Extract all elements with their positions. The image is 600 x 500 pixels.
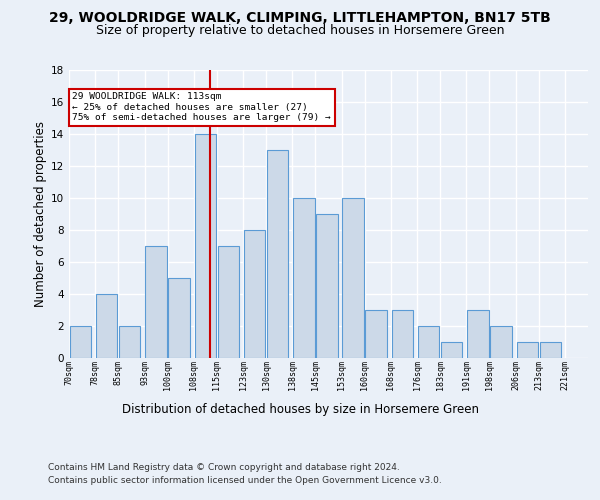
Bar <box>418 326 439 358</box>
Bar <box>539 342 561 357</box>
Text: Size of property relative to detached houses in Horsemere Green: Size of property relative to detached ho… <box>96 24 504 37</box>
Text: 29 WOOLDRIDGE WALK: 113sqm
← 25% of detached houses are smaller (27)
75% of semi: 29 WOOLDRIDGE WALK: 113sqm ← 25% of deta… <box>72 92 331 122</box>
Y-axis label: Number of detached properties: Number of detached properties <box>34 120 47 306</box>
Bar <box>517 342 538 357</box>
Bar <box>244 230 265 358</box>
Bar <box>96 294 118 358</box>
Bar <box>293 198 314 358</box>
Text: Distribution of detached houses by size in Horsemere Green: Distribution of detached houses by size … <box>121 402 479 415</box>
Bar <box>194 134 216 358</box>
Bar <box>267 150 288 358</box>
Bar <box>467 310 488 358</box>
Bar <box>343 198 364 358</box>
Text: Contains public sector information licensed under the Open Government Licence v3: Contains public sector information licen… <box>48 476 442 485</box>
Text: 29, WOOLDRIDGE WALK, CLIMPING, LITTLEHAMPTON, BN17 5TB: 29, WOOLDRIDGE WALK, CLIMPING, LITTLEHAM… <box>49 11 551 25</box>
Bar <box>490 326 512 358</box>
Bar <box>365 310 387 358</box>
Bar <box>392 310 413 358</box>
Bar <box>119 326 140 358</box>
Bar <box>218 246 239 358</box>
Bar <box>441 342 463 357</box>
Bar <box>145 246 167 358</box>
Text: Contains HM Land Registry data © Crown copyright and database right 2024.: Contains HM Land Registry data © Crown c… <box>48 462 400 471</box>
Bar <box>70 326 91 358</box>
Bar <box>316 214 338 358</box>
Bar <box>169 278 190 357</box>
